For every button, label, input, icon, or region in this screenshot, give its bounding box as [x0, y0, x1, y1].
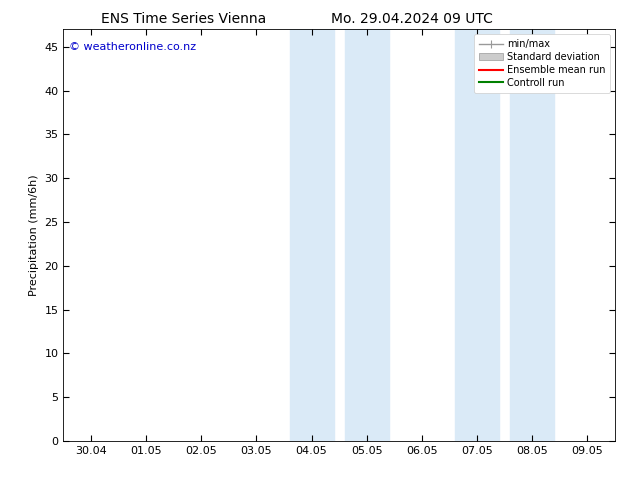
Text: Mo. 29.04.2024 09 UTC: Mo. 29.04.2024 09 UTC [331, 12, 493, 26]
Text: ENS Time Series Vienna: ENS Time Series Vienna [101, 12, 266, 26]
Bar [290, 29, 333, 441]
Y-axis label: Precipitation (mm/6h): Precipitation (mm/6h) [29, 174, 39, 296]
Bar [455, 29, 499, 441]
Text: © weatheronline.co.nz: © weatheronline.co.nz [69, 42, 196, 52]
Bar [345, 29, 389, 441]
Legend: min/max, Standard deviation, Ensemble mean run, Controll run: min/max, Standard deviation, Ensemble me… [474, 34, 610, 93]
Bar [510, 29, 554, 441]
